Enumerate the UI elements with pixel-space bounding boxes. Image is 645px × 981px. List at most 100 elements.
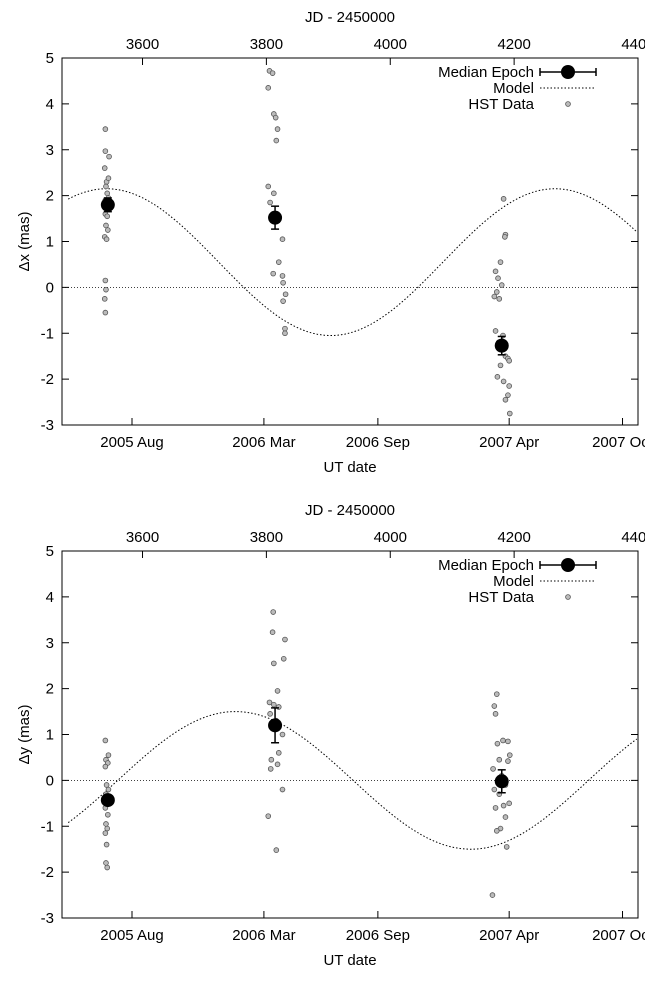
legend-hst-data-marker (565, 101, 571, 107)
y-tick-label: -2 (41, 371, 54, 388)
top-axis-title: JD - 2450000 (305, 9, 395, 26)
hst-data-point (493, 289, 500, 295)
hst-data-point (105, 786, 112, 793)
hst-data-point (104, 864, 111, 871)
hst-data-point (102, 830, 109, 836)
hst-data-point (503, 844, 510, 850)
y-tick-label: 2 (46, 188, 54, 205)
legend-label-hst-data: HST Data (468, 589, 534, 606)
median-epoch-point (494, 338, 509, 353)
hst-data-point (505, 758, 511, 764)
hst-data-point (282, 636, 288, 643)
hst-data-point (500, 802, 507, 809)
hst-data-point (280, 279, 286, 286)
hst-data-point (506, 752, 513, 758)
panel-delta-y: -3 -2 -1 0 1 2 3 4 5 3600 3800 4000 4200 4400 2005 Aug… (16, 502, 645, 969)
hst-data-point (103, 841, 110, 848)
hst-data-point (102, 148, 109, 154)
hst-data-point (103, 782, 110, 788)
hst-data-point (103, 860, 109, 866)
bottom-x-tick-label: 2006 Sep (346, 927, 410, 944)
y-tick-label: -3 (41, 417, 54, 434)
hst-data-point (506, 800, 512, 807)
hst-data-point (497, 259, 504, 265)
y-tick-label: -1 (41, 818, 54, 835)
hst-data-point (282, 330, 288, 337)
hst-data-point (102, 309, 109, 316)
y-tick-label: 3 (46, 142, 54, 159)
hst-data-point (269, 70, 276, 76)
hst-data-point (272, 114, 279, 121)
hst-data-point (491, 703, 498, 709)
bottom-x-tick-label: 2006 Mar (232, 927, 295, 944)
hst-data-point (102, 737, 109, 744)
legend-median-epoch-marker (561, 65, 575, 79)
hst-data-point (280, 656, 287, 662)
hst-data-point (500, 378, 507, 385)
hst-data-point (274, 126, 281, 132)
hst-data-point (282, 291, 289, 298)
y-tick-label: 2 (46, 681, 54, 698)
hst-data-point (271, 190, 277, 197)
y-tick-label: 5 (46, 50, 54, 67)
y-tick-label: 5 (46, 543, 54, 560)
legend-label-model: Model (493, 80, 534, 97)
hst-data-point (271, 660, 277, 667)
hst-data-point (265, 183, 272, 190)
top-x-tick-label: 3800 (250, 529, 283, 546)
legend-label-model: Model (493, 573, 534, 590)
top-x-tick-label: 3600 (126, 529, 159, 546)
median-epoch-point (268, 210, 283, 225)
hst-data-point (498, 282, 505, 288)
hst-data-point (279, 236, 286, 243)
plot-frame (61, 57, 639, 426)
median-epoch-point (100, 793, 115, 808)
hst-data-point (103, 821, 109, 827)
top-x-tick-label: 4000 (374, 529, 407, 546)
hst-data-point (490, 766, 496, 772)
hst-data-point (104, 825, 111, 832)
hst-data-point (101, 165, 108, 171)
hst-data-point (494, 374, 501, 380)
bottom-x-tick-label: 2007 Apr (479, 927, 539, 944)
hst-data-point (103, 222, 109, 229)
legend-label-median-epoch: Median Epoch (438, 557, 534, 574)
hst-data-point (104, 213, 111, 220)
hst-data-point (105, 227, 111, 233)
hst-data-point (266, 699, 273, 706)
hst-data-point (271, 701, 277, 708)
hst-data-point (275, 259, 282, 265)
hst-data-point (494, 740, 501, 747)
model-curve (67, 188, 638, 336)
top-x-tick-label: 4200 (497, 36, 530, 53)
panel-delta-x: -3 -2 -1 0 1 2 3 4 5 3600 3800 4000 4200 4400 2005 Aug… (16, 9, 645, 476)
y-axis-title: Δy (mas) (16, 704, 33, 764)
y-tick-label: 1 (46, 234, 54, 251)
legend-median-epoch-marker (561, 558, 575, 572)
hst-data-point (265, 813, 272, 819)
legend-label-hst-data: HST Data (468, 96, 534, 113)
median-epoch-point (494, 774, 509, 789)
hst-data-point (502, 396, 509, 403)
hst-data-point (102, 277, 109, 284)
y-tick-label: 1 (46, 727, 54, 744)
hst-data-point (493, 691, 500, 697)
y-tick-label: -3 (41, 910, 54, 927)
hst-data-point (505, 738, 511, 745)
hst-data-point (267, 199, 273, 206)
hst-data-point (102, 126, 109, 132)
hst-data-point (102, 763, 109, 770)
bottom-x-tick-label: 2007 Apr (479, 434, 539, 451)
hst-data-point (101, 296, 108, 302)
median-epoch-point (100, 197, 115, 212)
hst-data-point (505, 392, 511, 398)
hst-data-point (495, 275, 501, 282)
hst-data-point (491, 293, 498, 300)
top-axis-title: JD - 2450000 (305, 502, 395, 519)
y-tick-label: 4 (46, 96, 54, 113)
hst-data-point (506, 410, 513, 417)
hst-data-point (267, 711, 273, 717)
bottom-x-tick-label: 2007 Oct (592, 434, 645, 451)
hst-data-point (275, 704, 282, 710)
hst-data-point (506, 357, 512, 364)
